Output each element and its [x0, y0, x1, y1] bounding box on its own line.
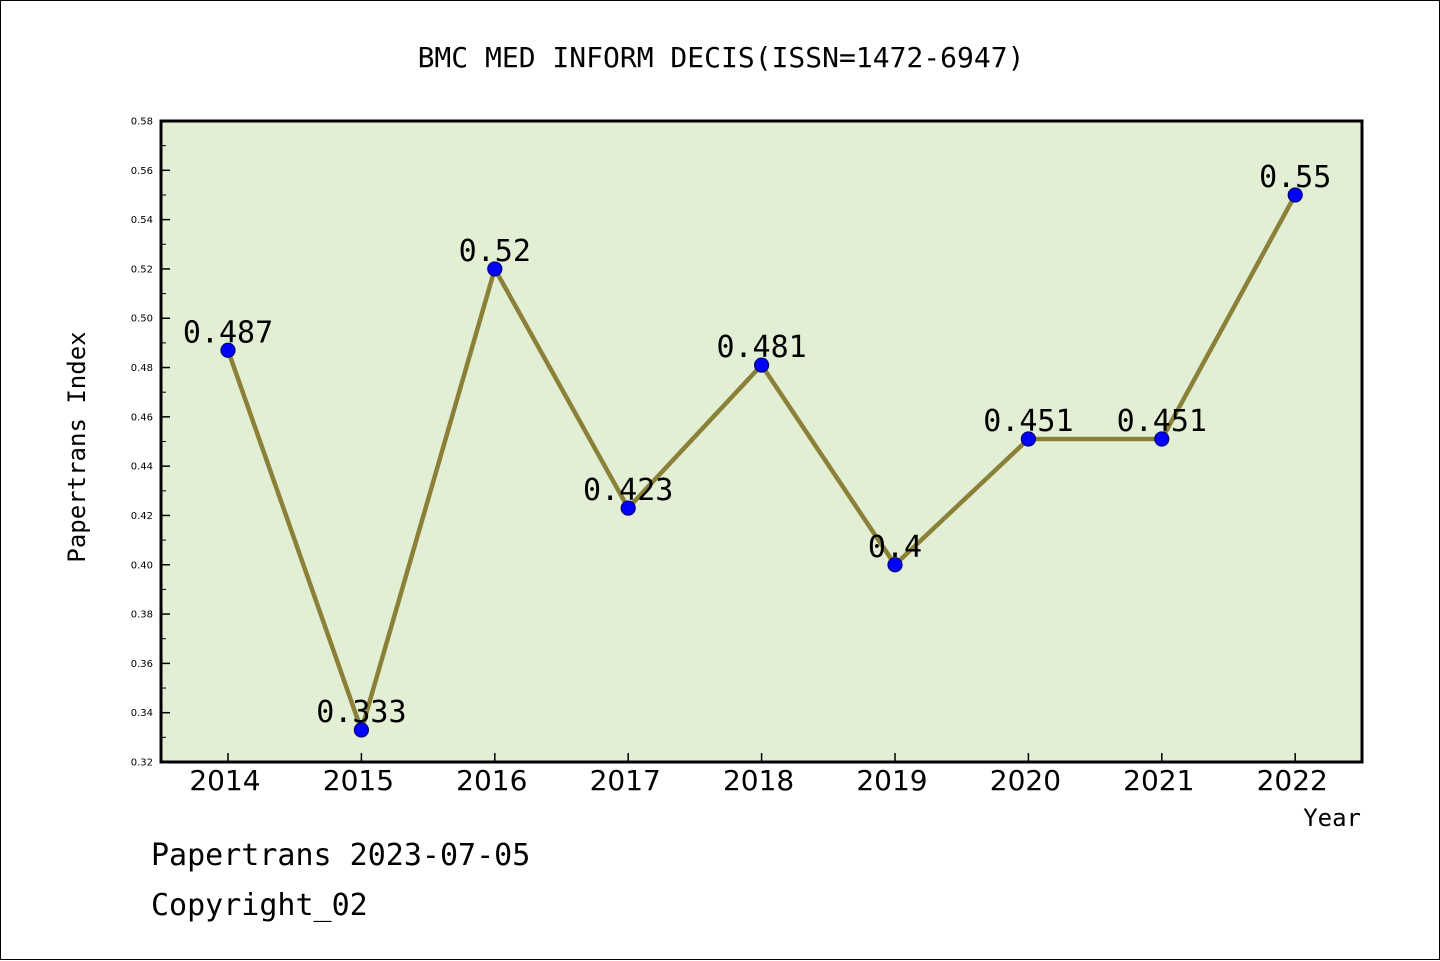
x-tick-label: 2022 [1257, 764, 1328, 797]
y-tick-label: 0.56 [131, 166, 153, 177]
y-tick-label: 0.58 [131, 117, 153, 128]
x-tick-label: 2018 [723, 764, 794, 797]
footer-copyright: Copyright_02 [151, 888, 368, 923]
data-label: 0.481 [716, 330, 806, 365]
y-tick-label: 0.44 [131, 462, 153, 473]
y-tick-label: 0.36 [131, 659, 153, 670]
series-line-group [220, 187, 1303, 738]
y-tick-label: 0.42 [131, 511, 153, 522]
x-tick-label: 2017 [590, 764, 661, 797]
data-label: 0.451 [1117, 404, 1207, 439]
data-point [620, 500, 636, 516]
x-tick-label: 2014 [189, 764, 260, 797]
y-tick-label: 0.46 [131, 412, 153, 423]
x-tick-label: 2019 [856, 764, 927, 797]
y-axis: 0.32 0.34 0.36 0.38 0.40 0.42 0.44 0.46 0.48 0.50… [131, 117, 170, 769]
data-label: 0.55 [1259, 160, 1331, 195]
y-tick-label: 0.54 [131, 215, 153, 226]
data-point [353, 722, 369, 738]
y-tick-label: 0.34 [131, 708, 153, 719]
y-tick-label: 0.40 [131, 560, 153, 571]
footer-date: Papertrans 2023-07-05 [151, 838, 530, 873]
x-axis-label: Year [1303, 804, 1361, 832]
y-tick-label: 0.48 [131, 363, 153, 374]
x-tick-label: 2015 [323, 764, 394, 797]
x-tick-label: 2016 [456, 764, 527, 797]
data-label: 0.451 [983, 404, 1073, 439]
data-label: 0.4 [868, 530, 922, 565]
data-point [1154, 431, 1170, 447]
data-label-group: 0.487 0.333 0.52 0.423 0.481 0.4 0.451 0.451 0.5… [183, 160, 1331, 730]
data-point [487, 261, 503, 277]
data-point [887, 557, 903, 573]
y-axis-label: Papertrans Index [63, 331, 91, 562]
data-point [1020, 431, 1037, 447]
x-tick-label: 2020 [990, 764, 1061, 797]
x-axis: 2014 2015 2016 2017 2018 2019 2020 2021 2022 [189, 753, 1328, 797]
y-tick-label: 0.50 [131, 314, 153, 325]
y-tick-label: 0.32 [131, 758, 153, 769]
x-tick-label: 2021 [1123, 764, 1194, 797]
data-point [753, 357, 770, 373]
y-tick-label: 0.38 [131, 610, 153, 621]
chart-title: BMC MED INFORM DECIS(ISSN=1472-6947) [418, 41, 1025, 74]
data-label: 0.333 [316, 695, 406, 730]
data-label: 0.52 [459, 234, 531, 269]
data-point [220, 342, 236, 358]
data-point [1287, 187, 1303, 203]
data-label: 0.487 [183, 315, 273, 350]
data-label: 0.423 [583, 473, 673, 508]
y-tick-label: 0.52 [131, 264, 153, 275]
